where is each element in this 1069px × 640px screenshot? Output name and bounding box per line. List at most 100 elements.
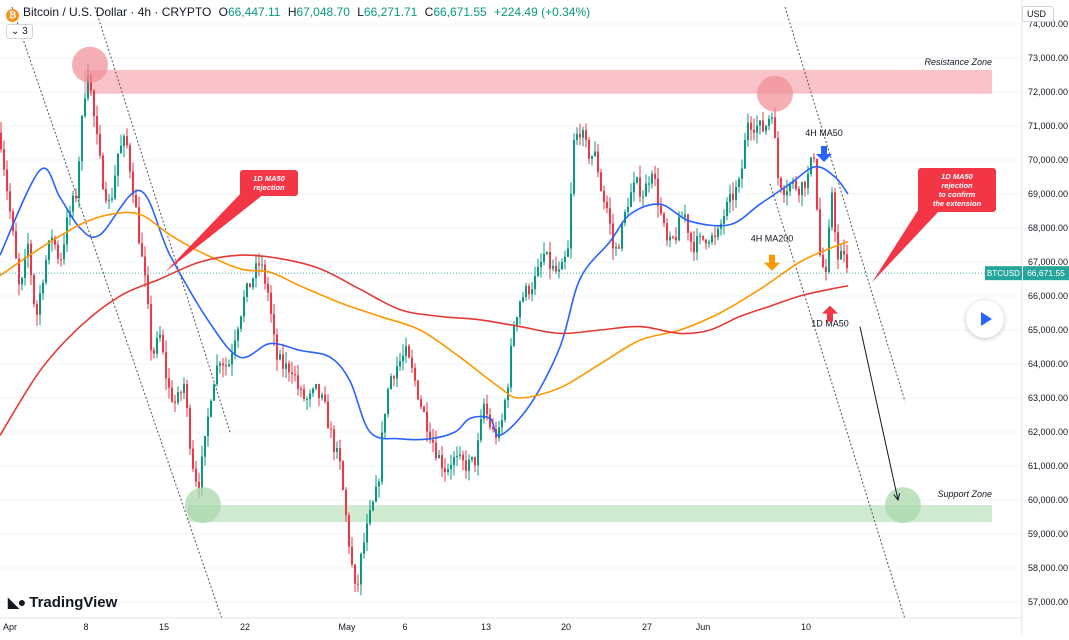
candle-body <box>675 237 677 241</box>
candle-body <box>105 189 107 201</box>
callout-text: the extension <box>933 199 982 208</box>
play-button[interactable] <box>966 300 1004 338</box>
candle-body <box>144 256 146 276</box>
red-highlight-circle <box>72 46 108 83</box>
tradingview-logo[interactable]: ◣● TradingView <box>8 594 117 611</box>
candle-body <box>819 209 821 256</box>
candle-body <box>327 401 329 429</box>
y-tick-label: 73,000.00 <box>1028 53 1068 63</box>
candle-body <box>381 432 383 482</box>
candle-body <box>321 394 323 399</box>
price-change: +224.49 (+0.34%) <box>494 5 591 19</box>
callout-text: 1D MA50 <box>253 174 286 183</box>
currency-selector[interactable]: USD <box>1022 6 1054 22</box>
candle-body <box>765 125 767 132</box>
candle-body <box>318 384 320 399</box>
candle-body <box>294 374 296 376</box>
candle-body <box>642 196 644 198</box>
candle-body <box>237 328 239 341</box>
candle-body <box>552 265 554 269</box>
candle-body <box>30 243 32 276</box>
candle-body <box>408 345 410 358</box>
callout-box <box>240 170 298 196</box>
ma-line <box>0 165 849 441</box>
candle-body <box>261 264 263 266</box>
candle-body <box>9 191 11 212</box>
candle-body <box>651 173 653 184</box>
candle-body <box>549 251 551 269</box>
candle-body <box>270 292 272 315</box>
candle-body <box>627 206 629 212</box>
candle-body <box>609 208 611 224</box>
candle-body <box>417 380 419 400</box>
candle-body <box>780 177 782 189</box>
candle-body <box>606 201 608 209</box>
candle-body <box>564 256 566 262</box>
candle-body <box>339 448 341 462</box>
candle-body <box>168 378 170 388</box>
candle-body <box>684 214 686 218</box>
symbol-header[interactable]: ₿ Bitcoin / U.S. Dollar · 4h · CRYPTO O66… <box>6 5 590 22</box>
candle-body <box>774 117 776 138</box>
candle-body <box>177 392 179 403</box>
candle-body <box>3 149 5 170</box>
y-tick-label: 70,000.00 <box>1028 155 1068 165</box>
candle-body <box>705 239 707 244</box>
candle-body <box>714 235 716 238</box>
y-tick-label: 74,000.00 <box>1028 19 1068 29</box>
candle-body <box>798 188 800 196</box>
candle-body <box>285 363 287 369</box>
candle-body <box>84 98 86 117</box>
candle-body <box>333 429 335 452</box>
candle-body <box>822 255 824 267</box>
candle-body <box>528 285 530 295</box>
candle-body <box>807 173 809 188</box>
ohlc-low: L66,271.71 <box>357 5 418 19</box>
candle-body <box>639 177 641 197</box>
candle-body <box>279 354 281 360</box>
candle-body <box>759 120 761 126</box>
candle-body <box>138 207 140 244</box>
candle-body <box>474 457 476 466</box>
candle-body <box>801 182 803 196</box>
candle-body <box>36 303 38 315</box>
candle-body <box>726 202 728 216</box>
candle-body <box>132 171 134 195</box>
candle-body <box>843 250 845 255</box>
candle-body <box>816 158 818 210</box>
chevron-down-icon: ⌄ <box>11 26 20 37</box>
candle-body <box>513 325 515 346</box>
candle-body <box>378 481 380 487</box>
indicators-toggle[interactable]: ⌄ 3 <box>6 24 33 39</box>
candle-body <box>129 145 131 172</box>
candle-body <box>351 546 353 565</box>
candle-body <box>150 304 152 351</box>
candle-body <box>489 414 491 428</box>
candle-body <box>429 431 431 440</box>
candle-body <box>6 169 8 192</box>
x-tick-label: 13 <box>481 622 491 632</box>
candle-body <box>366 523 368 543</box>
candle-body <box>591 156 593 159</box>
highlight-circles <box>72 46 921 524</box>
candle-body <box>99 134 101 156</box>
candle-body <box>831 192 833 228</box>
grid <box>0 23 1022 603</box>
candle-body <box>15 231 17 259</box>
candle-body <box>654 173 656 179</box>
candle-body <box>174 401 176 403</box>
candle-body <box>435 442 437 459</box>
candle-body <box>228 364 230 367</box>
x-tick-label: 22 <box>240 622 250 632</box>
candle-body <box>207 416 209 437</box>
zone-label: Resistance Zone <box>924 57 992 67</box>
y-tick-label: 65,000.00 <box>1028 325 1068 335</box>
candle-body <box>45 260 47 283</box>
candle-body <box>405 345 407 356</box>
candle-body <box>504 400 506 421</box>
candle-body <box>288 363 290 373</box>
candle-body <box>699 235 701 237</box>
candle-body <box>276 334 278 360</box>
